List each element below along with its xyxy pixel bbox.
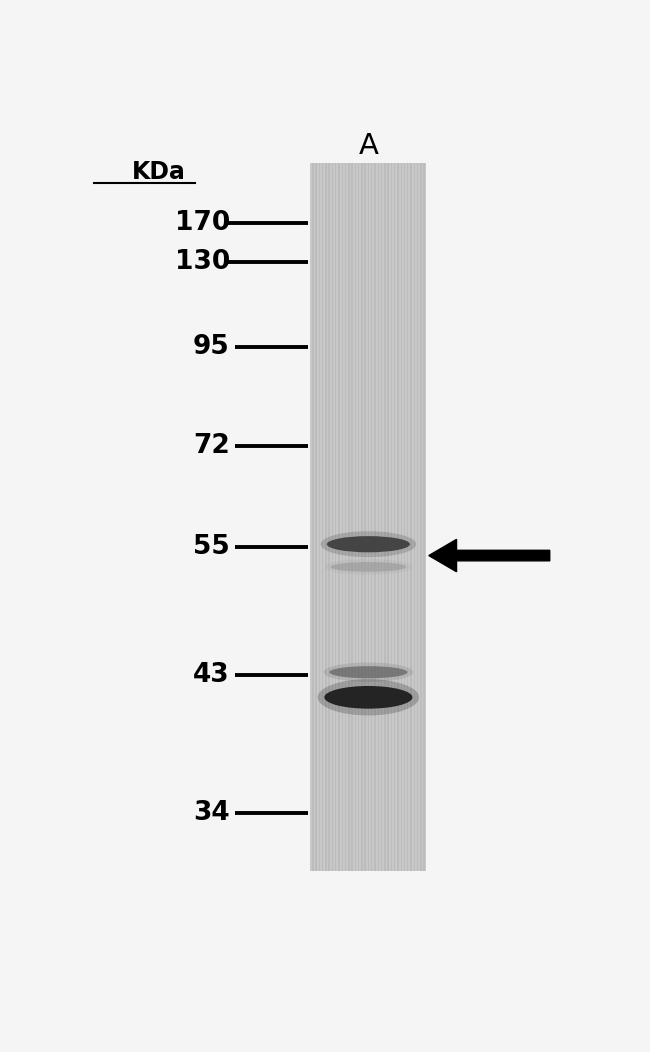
Bar xyxy=(381,163,382,871)
Bar xyxy=(400,163,402,871)
Text: 95: 95 xyxy=(193,333,230,360)
Bar xyxy=(423,163,425,871)
Bar xyxy=(374,163,376,871)
Text: 130: 130 xyxy=(175,249,230,276)
Text: 43: 43 xyxy=(193,663,230,688)
Bar xyxy=(394,163,395,871)
Bar xyxy=(368,163,369,871)
Ellipse shape xyxy=(324,663,413,682)
Bar xyxy=(328,163,330,871)
Bar xyxy=(391,163,392,871)
Bar xyxy=(352,163,353,871)
Bar xyxy=(312,163,313,871)
Bar xyxy=(345,163,346,871)
Bar xyxy=(397,163,398,871)
FancyArrow shape xyxy=(429,540,550,572)
Bar xyxy=(322,163,323,871)
Bar xyxy=(378,163,379,871)
Bar xyxy=(358,163,359,871)
Text: 34: 34 xyxy=(193,801,230,826)
Bar xyxy=(420,163,422,871)
Bar xyxy=(325,163,326,871)
Bar xyxy=(318,163,320,871)
Bar xyxy=(410,163,411,871)
Text: KDa: KDa xyxy=(131,160,185,184)
Bar xyxy=(355,163,356,871)
Ellipse shape xyxy=(325,559,412,574)
Ellipse shape xyxy=(324,686,413,709)
Ellipse shape xyxy=(327,537,410,552)
Text: 55: 55 xyxy=(193,534,230,561)
Bar xyxy=(404,163,405,871)
Bar xyxy=(384,163,385,871)
Ellipse shape xyxy=(330,666,408,679)
Ellipse shape xyxy=(331,562,406,572)
Bar xyxy=(413,163,415,871)
Bar xyxy=(348,163,350,871)
Bar xyxy=(361,163,363,871)
Ellipse shape xyxy=(320,531,416,558)
Bar xyxy=(365,163,366,871)
Bar xyxy=(332,163,333,871)
Bar xyxy=(417,163,419,871)
Bar xyxy=(335,163,337,871)
Bar xyxy=(387,163,389,871)
Ellipse shape xyxy=(318,680,419,715)
Bar xyxy=(341,163,343,871)
Bar xyxy=(311,163,426,871)
Bar xyxy=(315,163,317,871)
Text: A: A xyxy=(358,133,378,161)
Text: 170: 170 xyxy=(175,210,230,237)
Text: 72: 72 xyxy=(193,433,230,460)
Bar xyxy=(338,163,340,871)
Bar xyxy=(371,163,372,871)
Bar xyxy=(407,163,408,871)
